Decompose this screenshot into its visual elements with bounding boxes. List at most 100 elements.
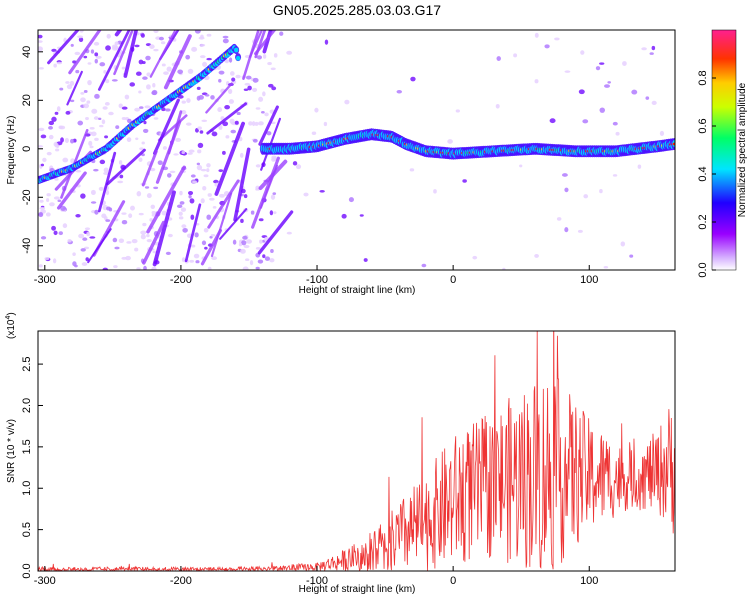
spectrogram-noise-blob [99,159,106,165]
spectrogram-noise-blob [264,256,271,261]
spectrogram-noise-blob [42,157,47,163]
spectrogram-noise-blob [246,239,252,244]
spectrogram-noise-blob [90,201,97,204]
spectrogram-noise-blob [80,92,85,95]
spectrogram-streak [205,82,233,114]
spectrogram-noise-blob [245,258,250,262]
spectrogram-noise-blob [105,219,111,222]
spectrogram-noise-blob [169,170,176,174]
spectrogram-noise-blob [260,110,265,114]
spectrogram-noise-blob [272,156,278,162]
spectrogram-frame [37,29,676,271]
spectrogram-noise-blob [69,99,75,103]
spectrogram-noise-blob [160,41,166,45]
spectrogram-noise-blob [74,51,81,56]
spectrogram-noise-blob [87,62,92,65]
spectrogram-streak [66,70,83,106]
spectrogram-noise-blob [94,93,100,99]
spectrogram-noise-blob [74,264,78,268]
spectrogram-noise-blob [54,142,59,148]
spectrogram-ridge-mid [235,55,241,61]
spectrogram-noise-blob [255,266,260,270]
spectrogram-noise-blob [89,145,94,149]
spectrogram-noise-blob [114,246,120,250]
spectrogram-noise-blob [85,257,89,262]
spectrogram-noise-blob [103,167,109,173]
spectrogram-noise-blob [103,70,107,74]
spectrogram-noise-blob [78,233,85,239]
spectrogram-noise-blob [254,121,259,126]
spectrogram-noise-blob [219,193,225,198]
spectrogram-noise-blob [44,257,50,261]
colorbar-label: Normalized spectral amplitude [737,82,748,217]
spectrogram-noise-blob [151,210,157,215]
spectrogram-noise-blob [52,258,57,264]
spectrogram-noise-blob [203,227,209,233]
spectrogram-noise-blob [55,148,60,152]
spectrogram-noise-blob [135,71,142,76]
spectrogram-noise-blob [88,140,93,147]
spectrogram-noise-blob [57,199,62,203]
spectrogram-streak [219,208,248,240]
spectrogram-noise-blob [252,138,258,143]
spectrogram-noise-blob [599,188,603,194]
spectrogram-noise-blob [622,61,627,67]
spectrogram-noise-blob [554,37,560,41]
spectrogram-noise-blob [79,30,84,33]
spectrogram-noise-blob [119,174,124,179]
spectrogram-noise-blob [54,178,59,181]
spectrogram-noise-blob [98,186,104,191]
spectrogram-noise-blob [218,78,222,83]
spectrogram-x-axis-label: Height of straight line (km) [299,285,416,296]
spectrogram-noise-blob [181,100,186,104]
spectrogram-noise-blob [194,232,199,238]
spectrogram-noise-blob [153,117,159,120]
spectrogram-noise-blob [595,66,601,71]
spectrogram-noise-blob [150,204,156,210]
spectrogram-noise-blob [138,59,144,65]
spectrogram-noise-blob [75,69,80,74]
spectrogram-noise-blob [104,135,109,139]
spectrogram-noise-blob [177,69,184,75]
spectrogram-noise-blob [108,207,113,212]
spectrogram-noise-blob [53,230,58,236]
spectrogram-noise-blob [455,109,460,113]
spectrogram-noise-blob [348,197,354,203]
spectrogram-noise-blob [615,131,620,136]
spectrogram-noise-blob [631,89,638,95]
spectrogram-noise-blob [252,87,258,92]
spectrogram-noise-blob [534,253,539,258]
spectrogram-x-tick-label: -300 [34,274,56,286]
spectrogram-noise-blob [152,83,156,88]
spectrogram-noise-blob [38,40,43,43]
spectrogram-noise-blob [40,163,45,167]
spectrogram-noise-blob [40,134,47,139]
spectrogram-noise-blob [210,95,215,100]
spectrogram-noise-blob [38,46,43,52]
spectrogram-noise-blob [245,75,252,80]
spectrogram-noise-blob [255,107,261,110]
spectrogram-noise-blob [94,209,99,215]
spectrogram-noise-blob [54,111,59,115]
spectrogram-noise-blob [210,233,216,237]
spectrogram-streak [251,156,280,229]
spectrogram-noise-blob [49,202,55,207]
spectrogram-noise-blob [98,117,102,121]
spectrogram-noise-blob [196,95,201,101]
spectrogram-noise-blob [202,61,208,67]
spectrogram-noise-blob [60,205,66,211]
spectrogram-noise-blob [196,86,201,90]
spectrogram-noise-blob [121,106,128,110]
spectrogram-noise-blob [59,87,64,91]
spectrogram-streak [68,30,102,75]
spectrogram-noise-blob [577,229,583,233]
spectrogram-noise-blob [65,110,71,115]
spectrogram-noise-blob [209,235,213,239]
snr-scale-label: (x104) [5,312,17,339]
spectrogram-streak [153,98,180,155]
spectrogram-noise-blob [146,72,151,77]
spectrogram-noise-blob [225,135,230,139]
spectrogram-noise-blob [242,235,248,240]
spectrogram-noise-blob [136,191,142,197]
